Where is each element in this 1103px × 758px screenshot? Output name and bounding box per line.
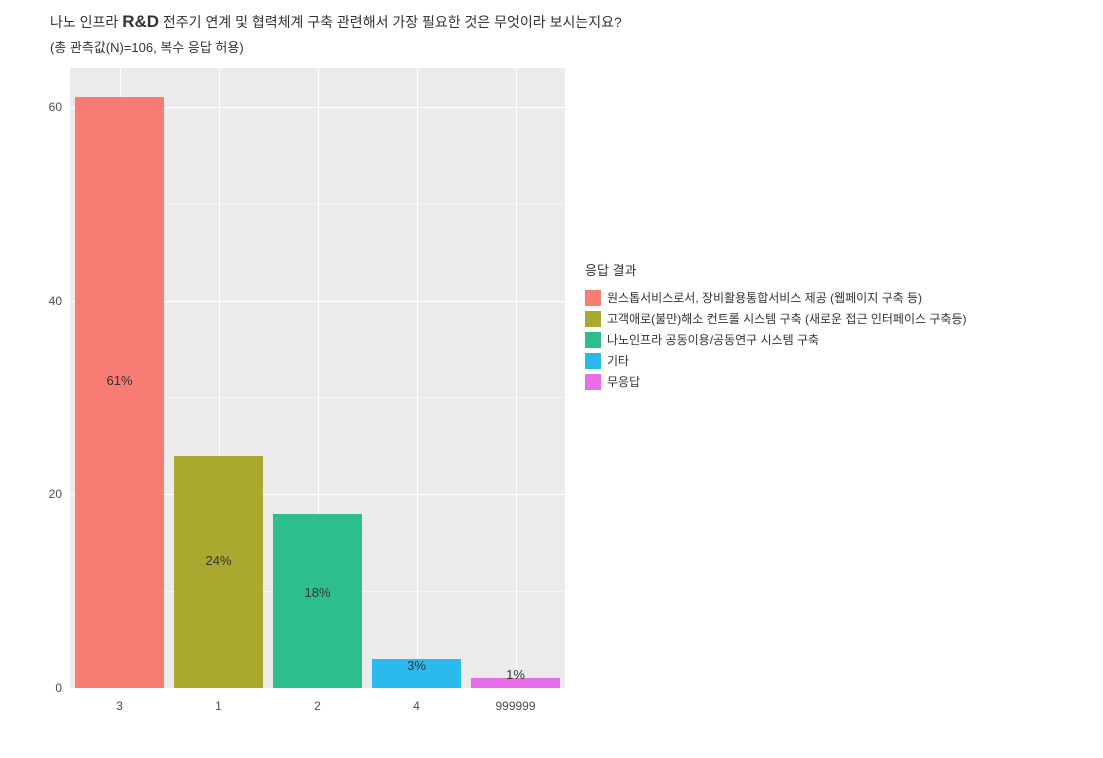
x-axis-tick: 999999 (495, 699, 535, 713)
legend-swatch (585, 290, 601, 306)
bar (75, 97, 164, 688)
grid-line-y (70, 688, 565, 689)
bar-value-label: 1% (506, 667, 525, 682)
plot-area: 020406061%324%118%23%41%999999 (70, 68, 565, 688)
bar-value-label: 24% (205, 553, 231, 568)
legend-label: 무응답 (607, 373, 640, 390)
legend-item: 기타 (585, 352, 967, 369)
y-axis-tick: 0 (42, 681, 62, 695)
chart-subtitle: (총 관측값(N)=106, 복수 응답 허용) (50, 37, 622, 56)
title-pre: 나노 인프라 (50, 14, 118, 30)
y-axis-tick: 60 (42, 100, 62, 114)
legend-swatch (585, 311, 601, 327)
legend-title: 응답 결과 (585, 260, 967, 279)
legend-item: 원스톱서비스로서, 장비활용통합서비스 제공 (웹페이지 구축 등) (585, 289, 967, 306)
grid-line-x (417, 68, 418, 688)
bar-value-label: 18% (304, 585, 330, 600)
legend: 응답 결과 원스톱서비스로서, 장비활용통합서비스 제공 (웹페이지 구축 등)… (585, 260, 967, 394)
legend-item: 무응답 (585, 373, 967, 390)
legend-item: 나노인프라 공동이용/공동연구 시스템 구축 (585, 331, 967, 348)
chart-title-area: 나노 인프라 R&D 전주기 연계 및 협력체계 구축 관련해서 가장 필요한 … (50, 8, 622, 56)
x-axis-tick: 4 (413, 699, 420, 713)
legend-swatch (585, 332, 601, 348)
legend-label: 원스톱서비스로서, 장비활용통합서비스 제공 (웹페이지 구축 등) (607, 289, 922, 306)
x-axis-tick: 3 (116, 699, 123, 713)
title-rd: R&D (122, 12, 159, 31)
legend-swatch (585, 374, 601, 390)
bar-chart: 0 20 40 60 61% 3 24% 1 18% 2 3% 4 1% 999999 (45, 68, 565, 718)
bar (273, 514, 362, 688)
grid-line-x (516, 68, 517, 688)
legend-item: 고객애로(불만)해소 컨트롤 시스템 구축 (새로운 접근 인터페이스 구축등) (585, 310, 967, 327)
x-axis-tick: 2 (314, 699, 321, 713)
legend-label: 기타 (607, 352, 629, 369)
legend-label: 나노인프라 공동이용/공동연구 시스템 구축 (607, 331, 819, 348)
y-axis-tick: 40 (42, 294, 62, 308)
y-axis-tick: 20 (42, 487, 62, 501)
bar-value-label: 61% (106, 373, 132, 388)
legend-swatch (585, 353, 601, 369)
bar (174, 456, 263, 689)
chart-title: 나노 인프라 R&D 전주기 연계 및 협력체계 구축 관련해서 가장 필요한 … (50, 8, 622, 35)
x-axis-tick: 1 (215, 699, 222, 713)
legend-label: 고객애로(불만)해소 컨트롤 시스템 구축 (새로운 접근 인터페이스 구축등) (607, 310, 967, 327)
title-post: 전주기 연계 및 협력체계 구축 관련해서 가장 필요한 것은 무엇이라 보시는… (163, 14, 622, 30)
bar-value-label: 3% (407, 658, 426, 673)
